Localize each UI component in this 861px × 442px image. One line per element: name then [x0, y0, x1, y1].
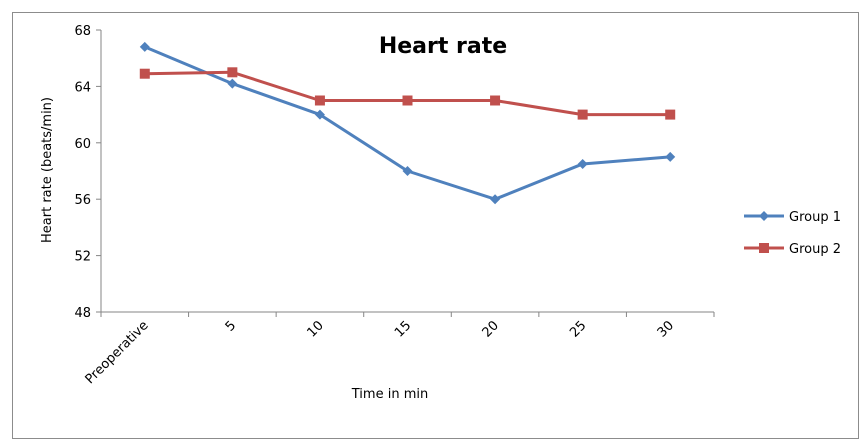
series-1	[139, 41, 676, 205]
series-2	[139, 67, 676, 120]
y-tick-label: 60	[74, 137, 91, 152]
data-point	[402, 166, 413, 176]
y-tick-label: 56	[74, 193, 91, 208]
data-point	[665, 151, 676, 162]
chart-border	[12, 12, 859, 439]
legend-item-2: Group 2	[744, 242, 841, 257]
data-point	[577, 109, 588, 120]
y-tick-label: 68	[74, 24, 91, 39]
data-point	[139, 68, 150, 79]
y-tick-label: 48	[74, 306, 91, 321]
data-point	[490, 194, 501, 205]
series-lines	[139, 41, 676, 205]
legend-label: Group 2	[789, 242, 841, 257]
data-point	[314, 109, 325, 120]
data-point	[759, 243, 769, 253]
y-axis-title: Heart rate (beats/min)	[40, 97, 55, 243]
data-point	[227, 78, 238, 89]
data-point	[759, 211, 769, 221]
data-point	[402, 95, 413, 106]
chart-title: Heart rate	[379, 34, 507, 59]
data-point	[314, 95, 325, 106]
data-point	[139, 41, 150, 52]
legend: Group 1 Group 2	[744, 210, 841, 257]
data-point	[490, 95, 501, 106]
data-point	[227, 67, 238, 78]
legend-label: Group 1	[789, 210, 841, 225]
y-tick-label: 52	[74, 250, 91, 265]
legend-item-1: Group 1	[744, 210, 841, 225]
data-point	[577, 158, 588, 169]
data-point	[665, 109, 676, 120]
y-tick-label: 64	[74, 80, 91, 95]
x-axis-title: Time in min	[351, 387, 428, 402]
